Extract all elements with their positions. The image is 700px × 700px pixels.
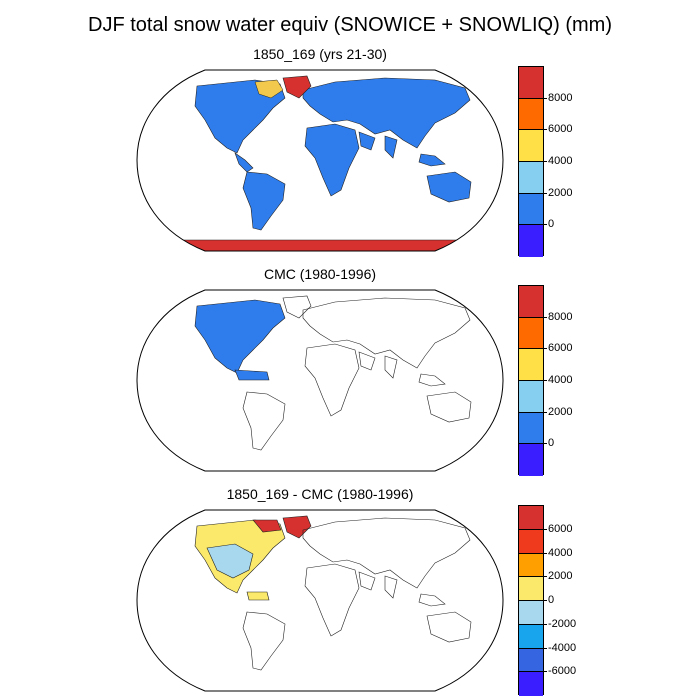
colorbar-obs-tickmark <box>544 443 547 445</box>
colorbar-diff-tickmark <box>544 623 547 625</box>
colorbar-obs-segment <box>519 412 543 445</box>
colorbar-diff-segment <box>519 577 543 601</box>
colorbar-diff: 6000 4000 2000 0 -2000 -4000 -6000 <box>518 505 588 696</box>
colorbar-model-tickmark <box>544 161 547 162</box>
colorbar-model-tick-label: 6000 <box>548 123 573 136</box>
colorbar-model-segment <box>519 130 543 162</box>
colorbar-diff-tickmark <box>544 528 547 530</box>
colorbar-model-bar <box>518 66 544 257</box>
colorbar-obs: 8000 6000 4000 2000 0 <box>518 285 588 476</box>
colorbar-model: 8000 6000 4000 2000 0 <box>518 66 588 257</box>
colorbar-obs-tick-label: 8000 <box>548 310 573 323</box>
colorbar-obs-bar <box>518 285 544 476</box>
colorbar-model-tickmark <box>544 129 547 131</box>
colorbar-model-tickmark <box>544 224 547 226</box>
colorbar-diff-tickmark <box>544 647 547 649</box>
colorbar-model-tickmark <box>544 97 547 99</box>
colorbar-diff-tick-label: -6000 <box>548 665 577 678</box>
colorbar-diff-bar <box>518 505 544 696</box>
colorbar-model-segment <box>519 67 543 99</box>
figure-title: DJF total snow water equiv (SNOWICE + SN… <box>88 14 612 36</box>
colorbar-diff-tick-label: 0 <box>548 594 555 606</box>
map-obs <box>136 289 504 472</box>
north-america-obs <box>194 299 286 374</box>
colorbar-diff-tick-label: 2000 <box>548 570 573 583</box>
greenland-model <box>282 75 312 99</box>
colorbar-obs-tick-label: 0 <box>548 437 555 450</box>
colorbar-obs-segment <box>519 349 543 381</box>
greenland-diff <box>282 515 312 539</box>
colorbar-model-segment <box>519 98 543 131</box>
colorbar-obs-tickmark <box>544 380 547 381</box>
colorbar-obs-segment <box>519 444 543 476</box>
colorbar-diff-segment <box>519 624 543 649</box>
colorbar-diff-tick-label: -2000 <box>548 617 577 630</box>
arctic-patch-model <box>254 79 284 99</box>
interior-diff <box>206 543 254 579</box>
colorbar-diff-tickmark <box>544 552 547 554</box>
colorbar-model-segment <box>519 193 543 226</box>
colorbar-diff-segment <box>519 506 543 530</box>
colorbar-obs-tick-label: 2000 <box>548 405 573 418</box>
colorbar-diff-tickmark <box>544 576 547 578</box>
panel-title-diff: 1850_169 - CMC (1980-1996) <box>226 486 414 502</box>
colorbar-model-tick-label: 8000 <box>548 91 573 104</box>
caribbean-obs <box>234 369 270 381</box>
colorbar-model-segment <box>519 161 543 194</box>
colorbar-obs-segment <box>519 286 543 318</box>
colorbar-obs-tickmark <box>544 316 547 318</box>
colorbar-diff-segment <box>519 648 543 673</box>
colorbar-obs-tick-label: 4000 <box>548 374 573 386</box>
colorbar-obs-segment <box>519 380 543 413</box>
colorbar-obs-tickmark <box>544 411 547 413</box>
colorbar-diff-tick-label: 4000 <box>548 546 573 559</box>
colorbar-diff-segment <box>519 601 543 625</box>
colorbar-diff-segment <box>519 529 543 554</box>
colorbar-obs-segment <box>519 317 543 350</box>
colorbar-diff-tickmark <box>544 671 547 673</box>
colorbar-diff-segment <box>519 672 543 696</box>
colorbar-diff-segment <box>519 553 543 578</box>
colorbar-model-tickmark <box>544 192 547 194</box>
colorbar-diff-tickmark <box>544 600 547 601</box>
colorbar-diff-tick-label: -4000 <box>548 641 577 654</box>
map-diff <box>136 509 504 692</box>
colorbar-model-tick-label: 4000 <box>548 155 573 167</box>
colorbar-obs-tick-label: 6000 <box>548 342 573 355</box>
colorbar-obs-tickmark <box>544 348 547 350</box>
colorbar-model-tick-label: 0 <box>548 218 555 231</box>
panel-title-model: 1850_169 (yrs 21-30) <box>253 46 387 62</box>
map-model <box>136 69 504 252</box>
colorbar-model-tick-label: 2000 <box>548 186 573 199</box>
panel-title-obs: CMC (1980-1996) <box>263 266 377 282</box>
colorbar-model-segment <box>519 225 543 257</box>
arctic-islands-diff <box>252 519 282 533</box>
south-america-north-diff <box>246 591 270 601</box>
colorbar-diff-tick-label: 6000 <box>548 522 573 535</box>
land-model <box>194 77 472 231</box>
